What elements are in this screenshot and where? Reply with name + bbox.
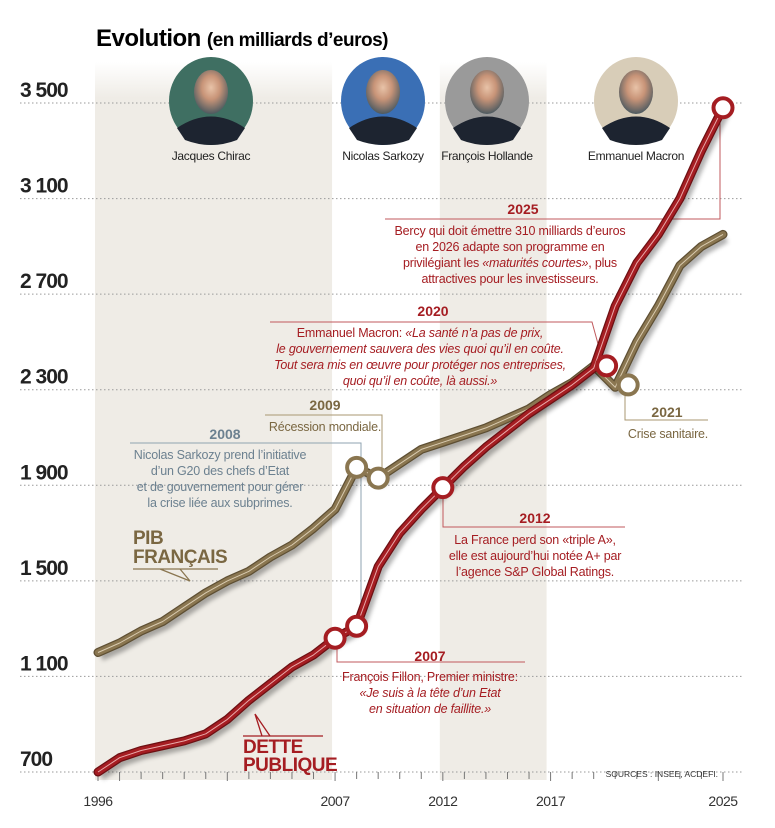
svg-text:Bercy qui doit émettre 310 mil: Bercy qui doit émettre 310 milliards d’e… bbox=[395, 224, 626, 238]
svg-text:en 2026 adapte son programme e: en 2026 adapte son programme en bbox=[415, 240, 604, 254]
y-tick-label: 1 100 bbox=[20, 652, 68, 675]
svg-text:2009: 2009 bbox=[309, 397, 340, 413]
series-label-pib: PIB FRANÇAIS bbox=[133, 528, 228, 582]
portrait-face bbox=[470, 70, 504, 114]
portrait-face bbox=[366, 70, 400, 114]
connector-2021 bbox=[624, 390, 708, 421]
y-axis: 700 1 100 1 500 1 900 2 300 2 700 3 100 3 500 bbox=[20, 79, 69, 771]
annotation-2007: 2007 François Fillon, Premier ministre: … bbox=[342, 648, 518, 716]
president-name: François Hollande bbox=[441, 149, 533, 163]
svg-text:attractives pour les investiss: attractives pour les investisseurs. bbox=[421, 272, 598, 286]
y-tick-label: 3 100 bbox=[20, 175, 68, 198]
y-tick-label: 700 bbox=[20, 748, 52, 771]
svg-text:d’un G20 des chefs d’Etat: d’un G20 des chefs d’Etat bbox=[151, 464, 290, 478]
event-marker bbox=[366, 466, 390, 490]
event-markers bbox=[323, 96, 735, 650]
portrait-nicolas-sarkozy: Nicolas Sarkozy bbox=[341, 57, 425, 163]
svg-text:2021: 2021 bbox=[651, 404, 682, 420]
annotation-2025: 2025 Bercy qui doit émettre 310 milliard… bbox=[395, 201, 626, 286]
svg-text:Nicolas Sarkozy prend l’initia: Nicolas Sarkozy prend l’initiative bbox=[134, 448, 307, 462]
president-portraits: Jacques Chirac Nicolas Sarkozy François Ho… bbox=[169, 57, 684, 163]
event-marker bbox=[345, 614, 369, 638]
portrait-face bbox=[619, 70, 653, 114]
svg-text:Tout sera mis en œuvre pour pr: Tout sera mis en œuvre pour protéger nos… bbox=[274, 358, 566, 372]
svg-text:2025: 2025 bbox=[507, 201, 538, 217]
y-tick-label: 2 300 bbox=[20, 366, 68, 389]
y-tick-label: 2 700 bbox=[20, 270, 68, 293]
portrait-jacques-chirac: Jacques Chirac bbox=[169, 57, 253, 163]
x-tick-label: 2017 bbox=[536, 793, 566, 809]
svg-text:2020: 2020 bbox=[417, 303, 448, 319]
svg-text:elle est aujourd’hui notée A+: elle est aujourd’hui notée A+ par bbox=[449, 549, 621, 563]
portrait-fran-ois-hollande: François Hollande bbox=[441, 57, 534, 163]
connector-2007 bbox=[336, 644, 525, 663]
svg-text:Emmanuel Macron: «La santé n’a: Emmanuel Macron: «La santé n’a pas de pr… bbox=[297, 326, 543, 340]
x-tick-label: 2007 bbox=[320, 793, 350, 809]
svg-text:privilégiant les «maturités co: privilégiant les «maturités courtes», pl… bbox=[403, 256, 617, 270]
annotation-2020: 2020 Emmanuel Macron: «La santé n’a pas … bbox=[274, 303, 566, 388]
event-marker bbox=[595, 354, 619, 378]
event-marker bbox=[431, 476, 455, 500]
x-axis: 1996 2007 2012 2017 2025 bbox=[83, 772, 739, 809]
y-tick-label: 3 500 bbox=[20, 79, 68, 102]
portrait-suit bbox=[453, 116, 521, 145]
x-tick-label: 1996 bbox=[83, 793, 113, 809]
svg-text:la crise liée aux subprimes.: la crise liée aux subprimes. bbox=[147, 496, 292, 510]
chart-title: Evolution (en milliards d’euros) bbox=[96, 25, 388, 52]
svg-text:2008: 2008 bbox=[209, 426, 240, 442]
svg-text:et de gouvernement pour gérer: et de gouvernement pour gérer bbox=[137, 480, 304, 494]
source-note: SOURCES : INSEE, ACDEFI. bbox=[606, 769, 718, 779]
connector-2025 bbox=[385, 118, 721, 220]
event-marker bbox=[345, 455, 369, 479]
svg-text:quoi qu’il en coûte, là aussi.: quoi qu’il en coûte, là aussi.» bbox=[343, 374, 498, 388]
svg-text:le gouvernement sauvera des vi: le gouvernement sauvera des vies quoi qu… bbox=[276, 342, 564, 356]
event-marker bbox=[711, 96, 735, 120]
svg-text:l’agence S&P Global Ratings.: l’agence S&P Global Ratings. bbox=[456, 565, 614, 579]
portrait-suit bbox=[349, 116, 417, 145]
svg-text:FRANÇAIS: FRANÇAIS bbox=[133, 547, 227, 568]
x-tick-label: 2012 bbox=[428, 793, 458, 809]
connector-2012 bbox=[442, 494, 625, 528]
event-marker bbox=[616, 373, 640, 397]
portrait-suit bbox=[602, 116, 670, 145]
y-tick-label: 1 900 bbox=[20, 461, 68, 484]
svg-text:PIB: PIB bbox=[133, 528, 163, 549]
portrait-suit bbox=[177, 116, 245, 145]
svg-text:PUBLIQUE: PUBLIQUE bbox=[243, 755, 337, 776]
svg-text:«Je suis à la tête d’un Etat: «Je suis à la tête d’un Etat bbox=[359, 686, 501, 700]
annotation-2012: 2012 La France perd son «triple A», elle… bbox=[449, 510, 622, 579]
svg-text:François Fillon, Premier minis: François Fillon, Premier ministre: bbox=[342, 670, 518, 684]
presidency-band bbox=[95, 62, 333, 780]
annotation-2021: 2021 Crise sanitaire. bbox=[628, 404, 708, 441]
annotation-2009: 2009 Récession mondiale. bbox=[269, 397, 381, 434]
svg-text:2007: 2007 bbox=[414, 648, 445, 664]
y-tick-label: 1 500 bbox=[20, 557, 68, 580]
x-tick-label: 2025 bbox=[708, 793, 738, 809]
svg-text:Crise sanitaire.: Crise sanitaire. bbox=[628, 427, 708, 441]
event-marker bbox=[323, 626, 347, 650]
series-label-dette: DETTE PUBLIQUE bbox=[243, 713, 338, 776]
svg-text:La France perd son «triple A»,: La France perd son «triple A», bbox=[454, 533, 615, 547]
series-line-highlight bbox=[97, 107, 724, 773]
svg-text:Récession mondiale.: Récession mondiale. bbox=[269, 420, 381, 434]
connector-2008 bbox=[130, 442, 362, 636]
portrait-face bbox=[194, 70, 228, 114]
connector-2009 bbox=[265, 414, 383, 472]
president-name: Jacques Chirac bbox=[172, 149, 251, 163]
svg-text:DETTE: DETTE bbox=[243, 737, 303, 758]
portrait-emmanuel-macron: Emmanuel Macron bbox=[588, 57, 684, 163]
annotation-2008: 2008 Nicolas Sarkozy prend l’initiative … bbox=[134, 426, 307, 510]
svg-text:2012: 2012 bbox=[519, 510, 550, 526]
president-name: Emmanuel Macron bbox=[588, 149, 684, 163]
president-name: Nicolas Sarkozy bbox=[342, 149, 424, 163]
svg-text:en situation de faillite.»: en situation de faillite.» bbox=[369, 702, 491, 716]
